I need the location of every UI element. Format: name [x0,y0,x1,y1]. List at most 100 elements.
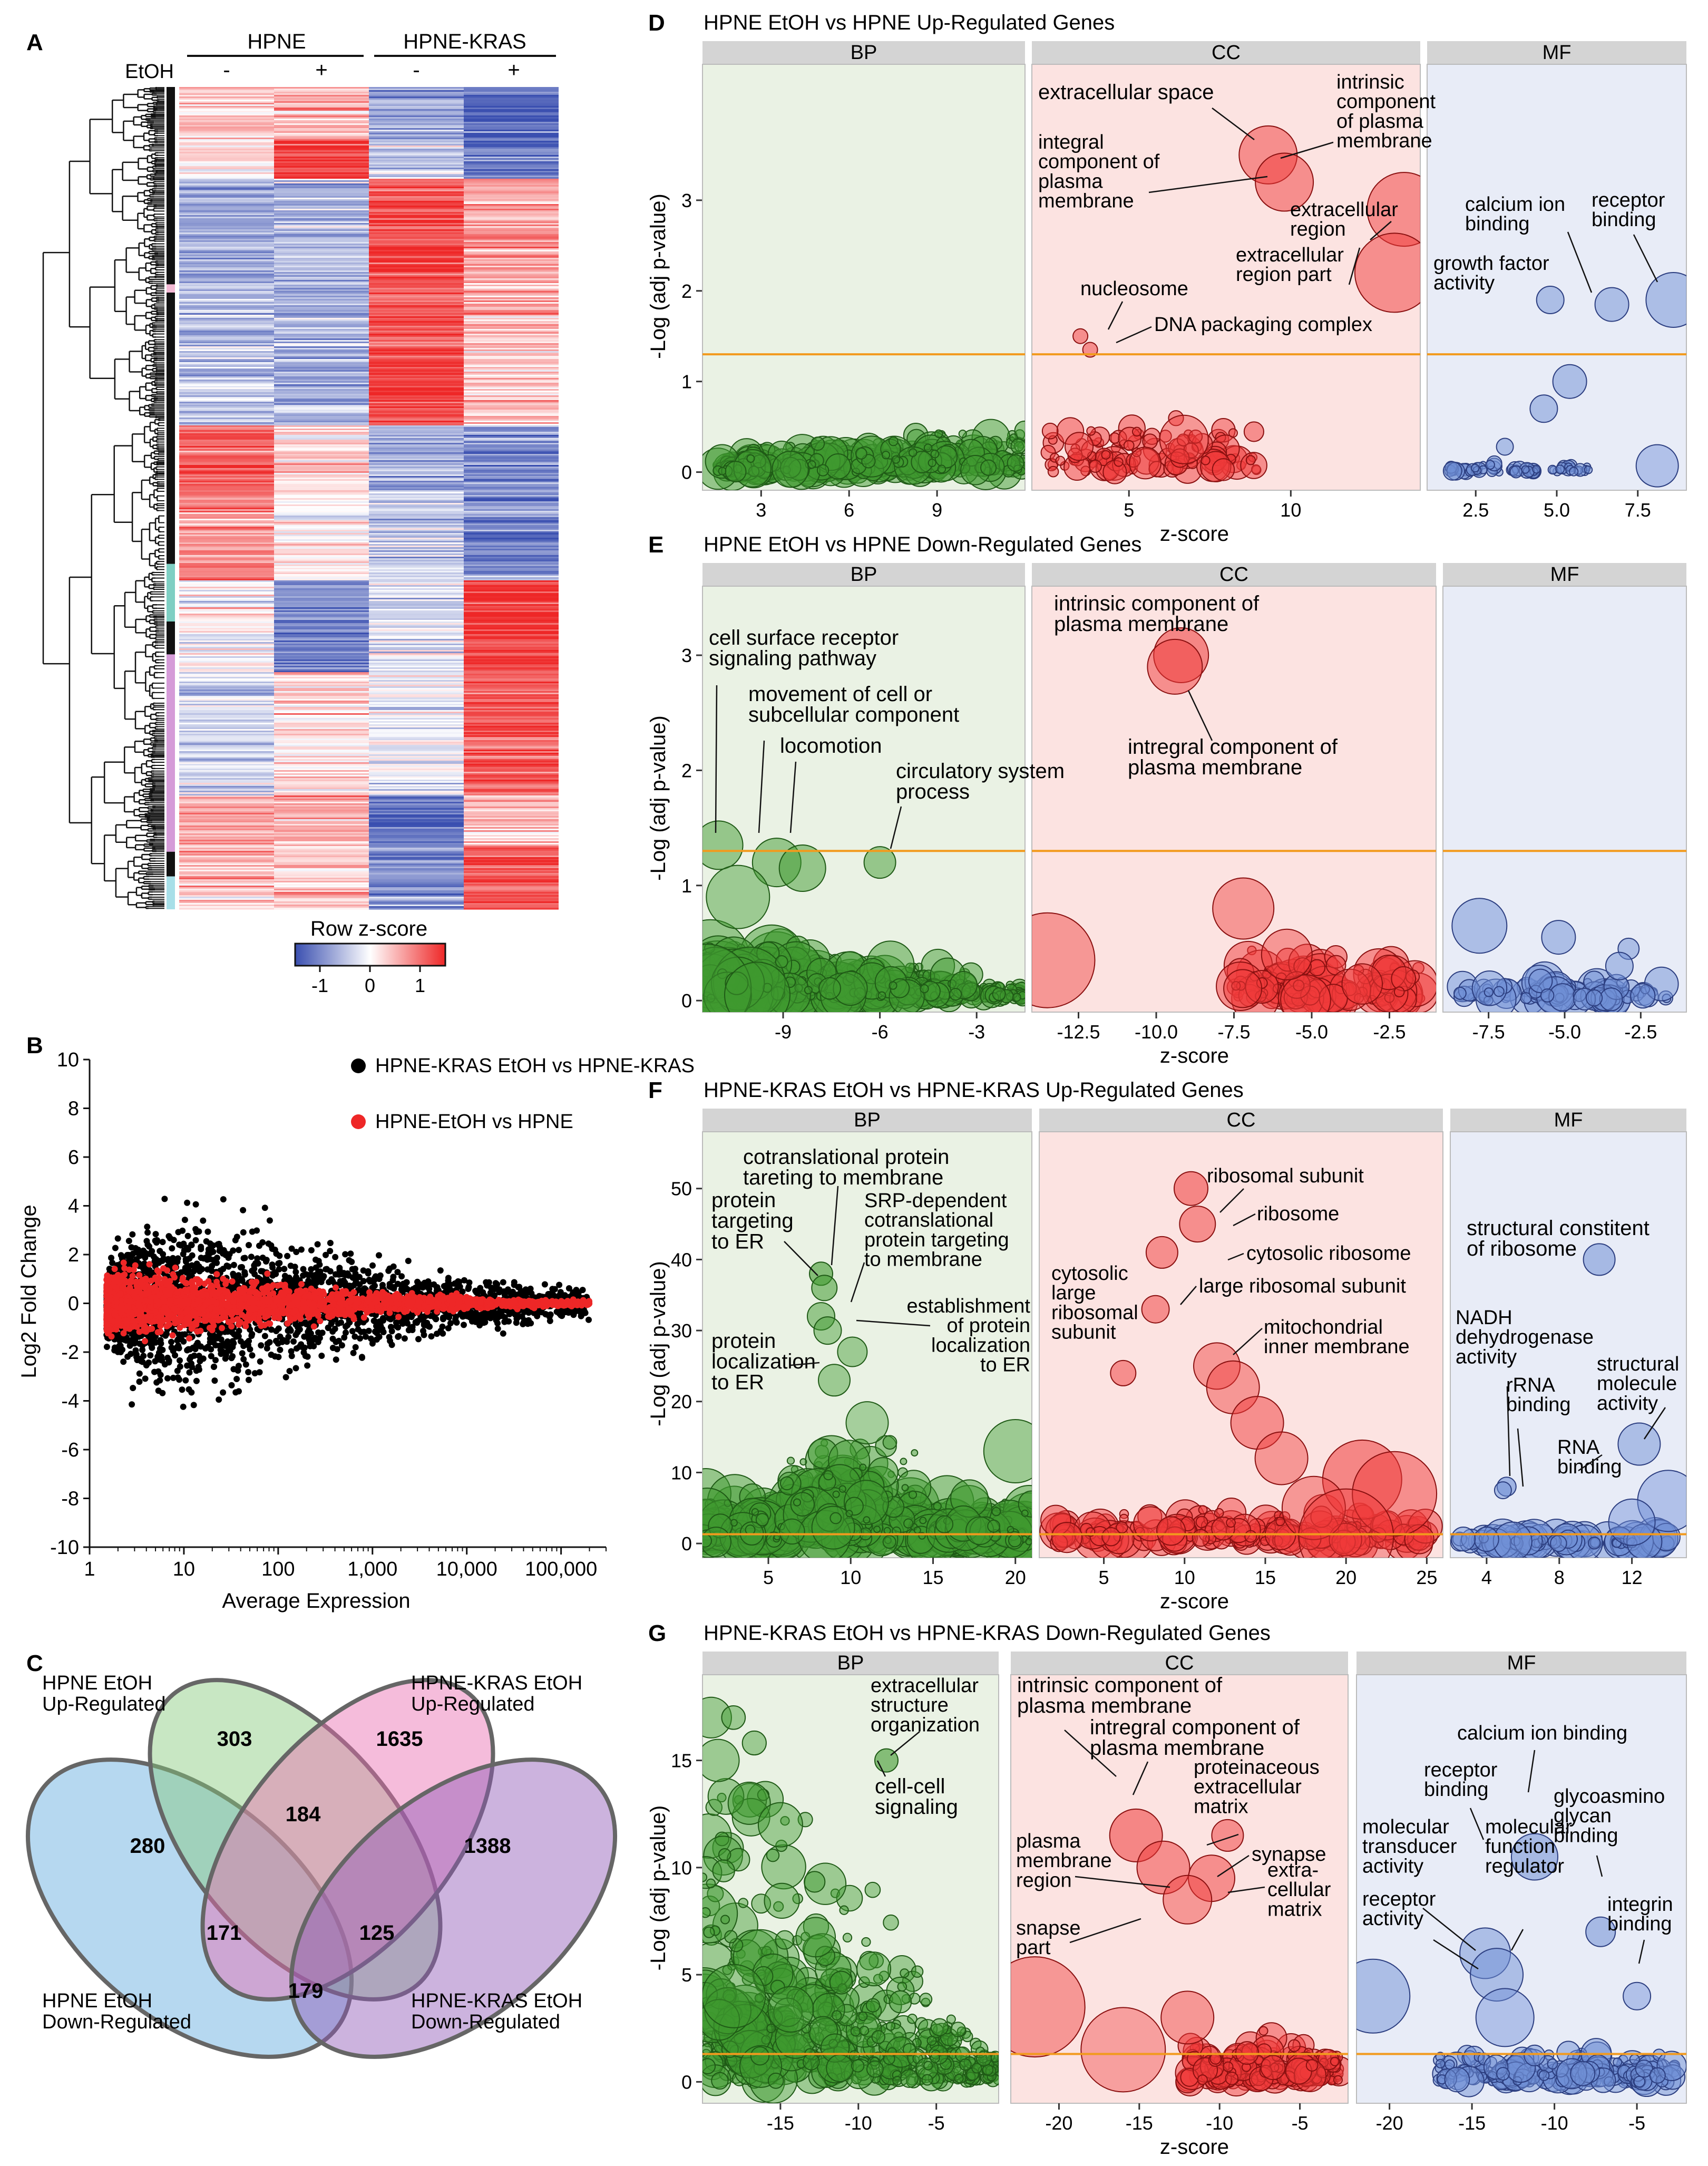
heatmap-cell [464,188,559,190]
heatmap-cell [274,109,369,111]
heatmap-cell [369,903,464,905]
heatmap-cell [369,258,464,260]
heatmap-cell [274,286,369,288]
heatmap-cell [464,237,559,239]
heatmap-cell [369,244,464,246]
ma-point [189,1364,196,1371]
heatmap-cell [274,563,369,565]
heatmap-cell [274,278,369,280]
heatmap-cell [464,814,559,817]
heatmap-cells [179,87,559,910]
ma-point [329,1328,336,1335]
heatmap-cell [274,484,369,486]
heatmap-cell [179,633,274,635]
heatmap-cell [464,476,559,478]
heatmap-cell [464,283,559,285]
heatmap-cell [274,906,369,908]
heatmap-cell [464,201,559,203]
heatmap-cell [464,470,559,472]
heatmap-cell [464,810,559,812]
heatmap-cell [179,566,274,568]
heatmap-cell [369,305,464,307]
heatmap-cell [274,93,369,95]
heatmap-cell [464,375,559,377]
heatmap-cell [464,648,559,650]
heatmap-cluster-bar [167,87,175,909]
heatmap-cell [179,395,274,397]
heatmap-cell [464,195,559,197]
heatmap-cell [369,161,464,163]
heatmap-cell [464,144,559,146]
heatmap-cell [369,895,464,897]
heatmap-cell [274,610,369,613]
heatmap-cell [274,576,369,578]
heatmap-cell [179,370,274,372]
heatmap-cell [274,263,369,265]
heatmap-cell [464,720,559,722]
heatmap-cell [274,615,369,617]
heatmap-cell [464,650,559,652]
ma-point [240,1356,247,1363]
heatmap-cell [464,522,559,524]
heatmap-cell [274,718,369,720]
heatmap-cell [179,794,274,796]
heatmap-cell [369,196,464,198]
heatmap-cell [179,337,274,339]
heatmap-cell [274,425,369,428]
heatmap-cell [179,478,274,480]
heatmap-cell [369,96,464,99]
heatmap-cell [179,346,274,348]
heatmap-cell [274,525,369,527]
heatmap-cell [369,448,464,450]
heatmap-cell [369,463,464,465]
heatmap-cell [179,332,274,334]
heatmap-treatment-label: EtOH [125,61,174,83]
heatmap-cell [369,691,464,693]
heatmap-cell [369,108,464,110]
heatmap-cell [369,89,464,91]
heatmap-cell [369,655,464,657]
heatmap-cell [369,226,464,228]
heatmap-cell [464,778,559,780]
cluster-bar-segment [167,87,175,285]
heatmap-cell [179,300,274,303]
heatmap-cell [179,367,274,369]
heatmap-cell [179,669,274,671]
heatmap-cell [274,498,369,500]
heatmap-cell [179,595,274,597]
heatmap-cell [274,185,369,187]
heatmap-cell [274,422,369,424]
heatmap-cell [464,745,559,747]
heatmap-cell [179,171,274,173]
heatmap-cell [274,859,369,861]
heatmap-cell [464,406,559,409]
heatmap-cell [369,427,464,429]
heatmap-cell [179,400,274,402]
heatmap-cell [464,895,559,897]
heatmap-cell [274,459,369,461]
heatmap-cell [179,658,274,660]
heatmap-cell [464,557,559,559]
heatmap-cell [369,419,464,421]
heatmap-cell [274,98,369,100]
heatmap-cell [464,800,559,802]
heatmap-cell [179,147,274,149]
heatmap-cell [274,731,369,733]
heatmap-cell [464,701,559,703]
cluster-bar-segment [167,564,175,621]
heatmap-cell [369,688,464,690]
heatmap-cell [464,783,559,785]
heatmap-cell [464,721,559,723]
heatmap-cell [274,492,369,494]
heatmap-cell [179,391,274,393]
heatmap-cell [179,283,274,285]
heatmap-cell [464,503,559,505]
heatmap-cell [464,756,559,758]
heatmap-cell [369,498,464,500]
heatmap-cell [274,90,369,92]
heatmap-cell [274,463,369,465]
heatmap-cell [464,633,559,635]
heatmap-cell [179,786,274,788]
heatmap-cell [464,824,559,826]
